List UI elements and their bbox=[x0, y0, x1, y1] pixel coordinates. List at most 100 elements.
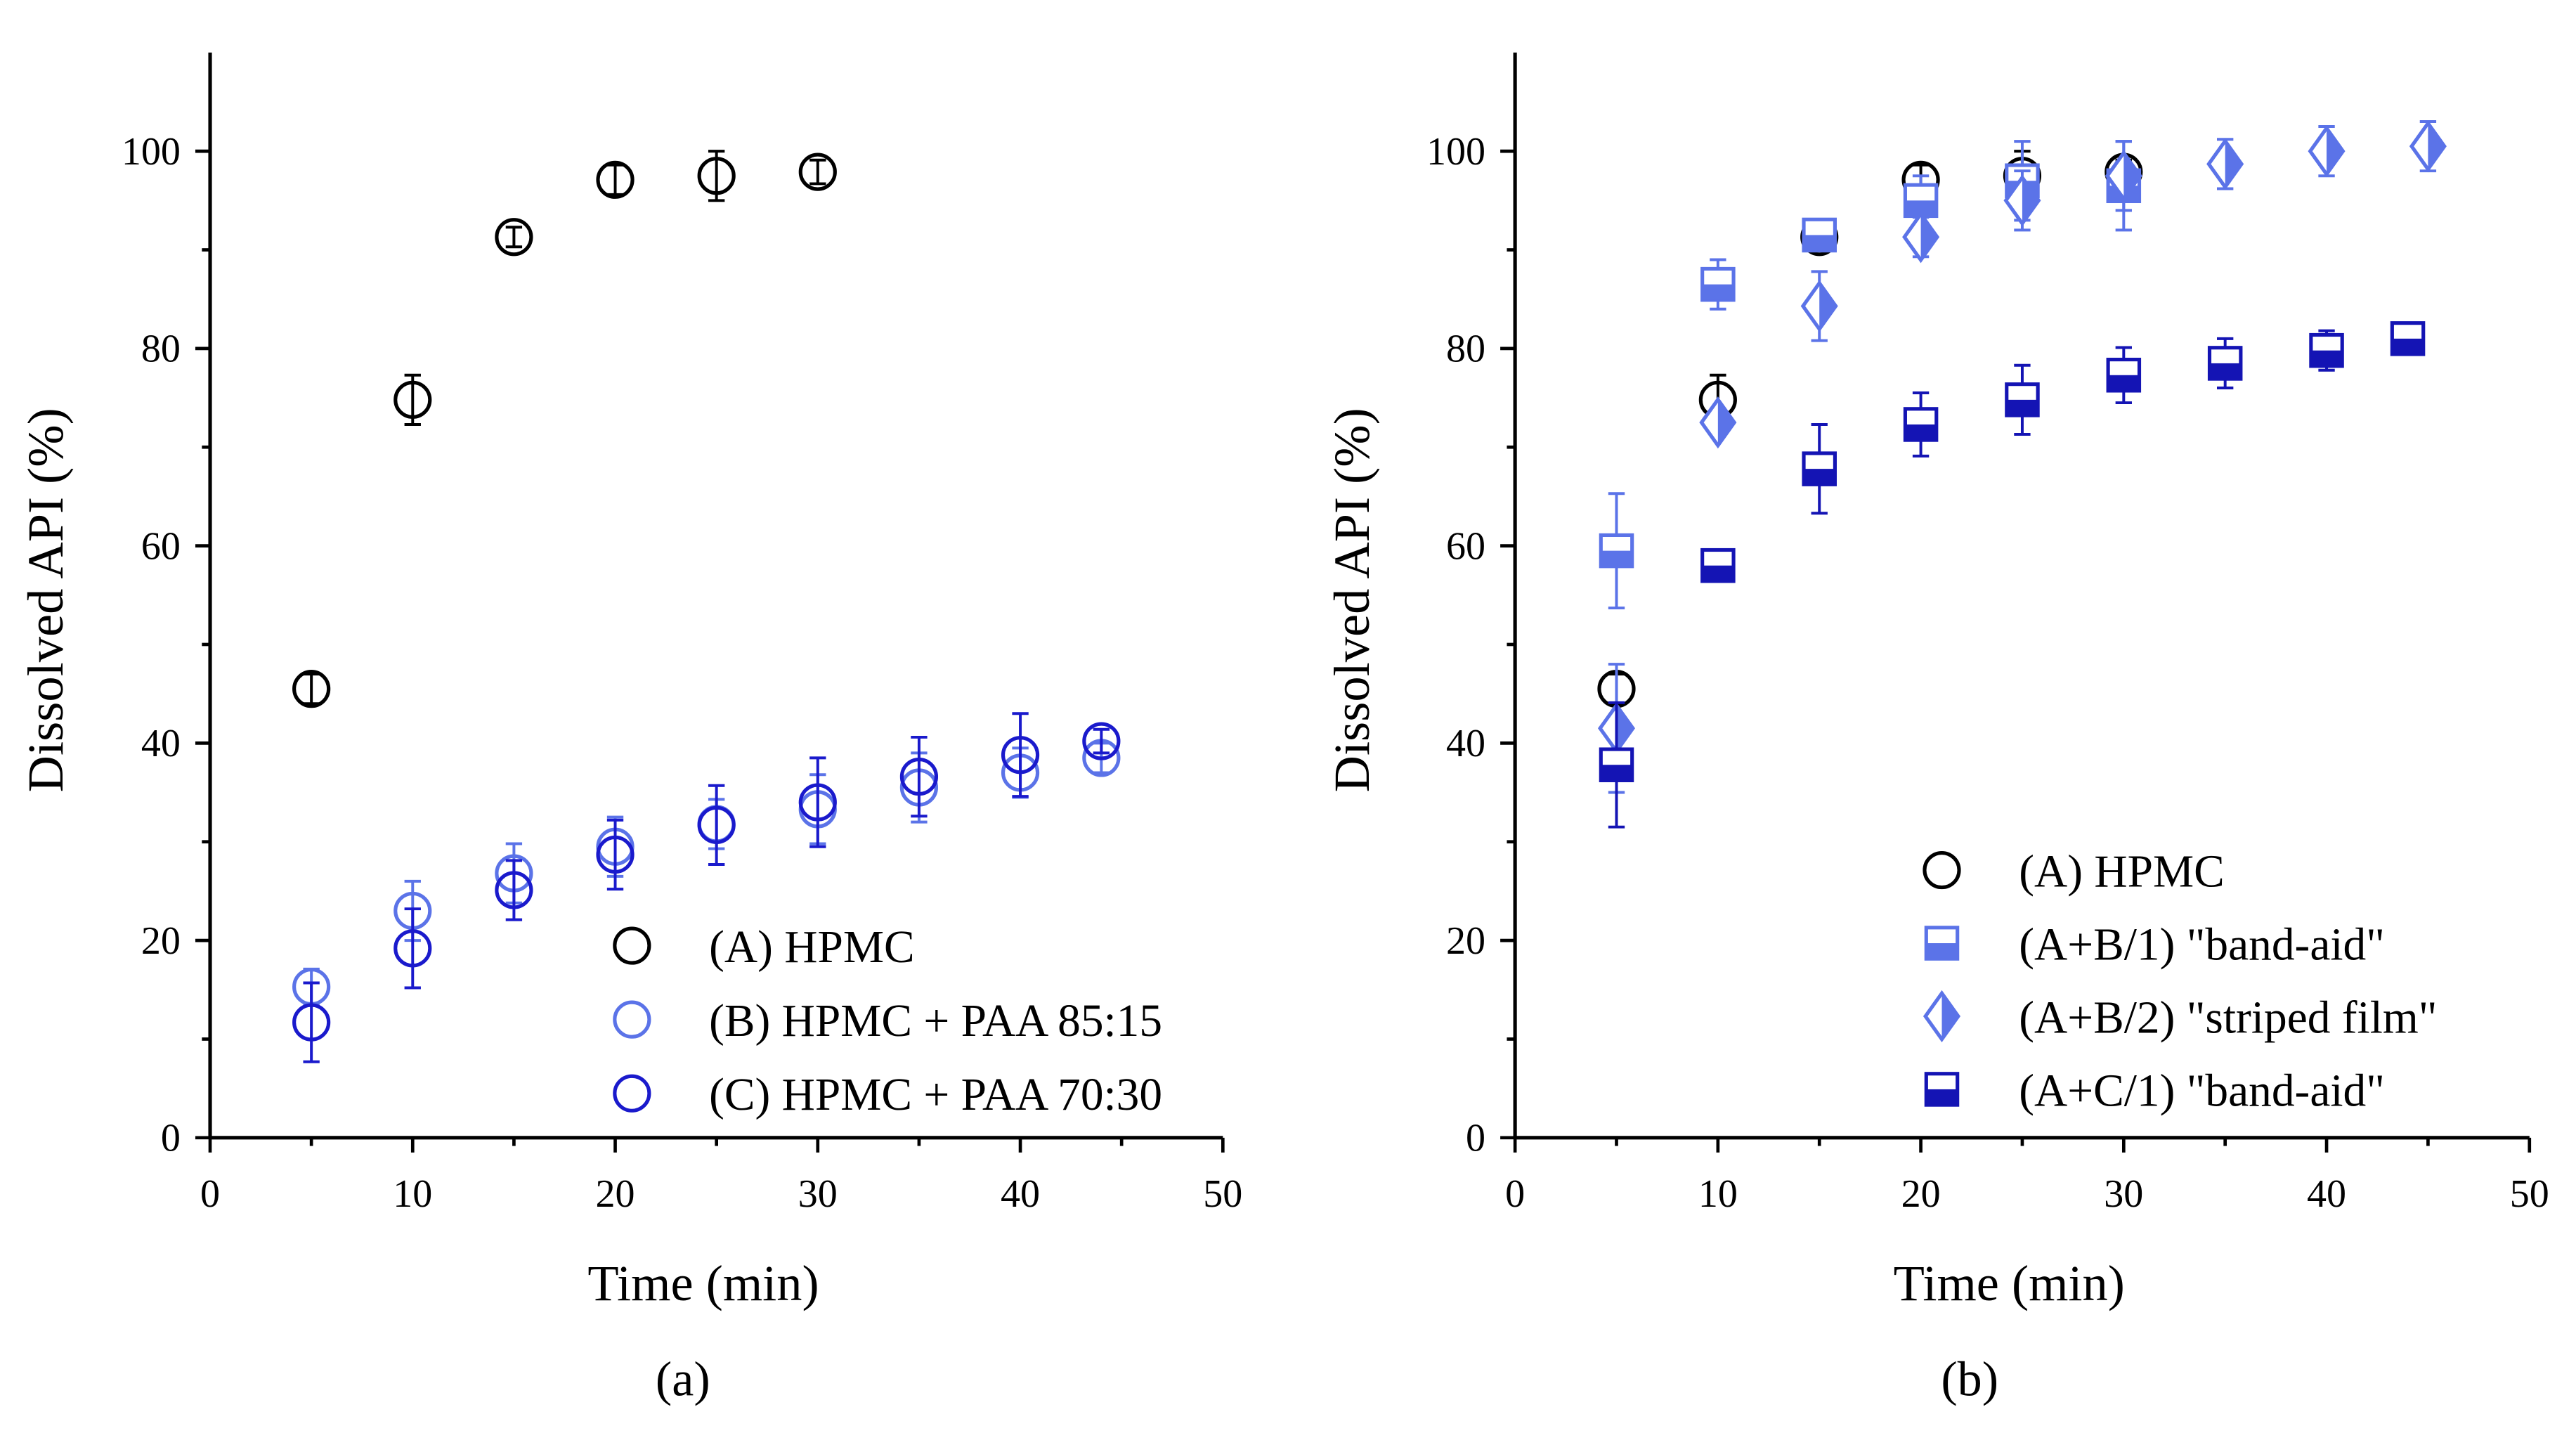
x-axis-label: Time (min) bbox=[587, 1255, 819, 1311]
data-point bbox=[2106, 358, 2142, 393]
legend-label: (A+C/1) "band-aid" bbox=[2019, 1065, 2385, 1116]
error-bar bbox=[606, 818, 624, 891]
legend: (A) HPMC (A+B/1) "band-aid" (A+B/2) "strip… bbox=[1923, 846, 2437, 1116]
x-tick-label: 50 bbox=[1203, 1172, 1242, 1216]
data-point bbox=[1599, 747, 1634, 783]
x-tick-label: 50 bbox=[2510, 1172, 2549, 1216]
legend-label: (A) HPMC bbox=[2019, 846, 2224, 897]
data-point bbox=[2309, 332, 2344, 368]
data-point bbox=[1902, 211, 1940, 264]
x-tick-label: 20 bbox=[596, 1172, 635, 1216]
panel-label: (b) bbox=[1941, 1353, 1998, 1407]
error-bar bbox=[809, 756, 826, 848]
x-tick-label: 20 bbox=[1901, 1172, 1941, 1216]
legend: (A) HPMC (B) HPMC + PAA 85:15 (C) HPMC + P… bbox=[613, 922, 1162, 1120]
error-bar bbox=[809, 158, 826, 186]
y-tick-label: 40 bbox=[141, 722, 181, 765]
data-point bbox=[292, 670, 331, 708]
data-point bbox=[798, 783, 837, 822]
x-tick-label: 30 bbox=[798, 1172, 838, 1216]
data-point bbox=[2207, 346, 2243, 381]
x-tick-label: 10 bbox=[1698, 1172, 1738, 1216]
data-point bbox=[2003, 174, 2041, 227]
x-tick-label: 40 bbox=[1001, 1172, 1040, 1216]
data-point bbox=[2206, 138, 2244, 190]
error-bar bbox=[505, 226, 523, 249]
y-tick-label: 60 bbox=[1446, 524, 1485, 568]
data-point bbox=[1802, 451, 1837, 486]
data-point bbox=[596, 160, 635, 199]
x-tick-label: 10 bbox=[393, 1172, 432, 1216]
y-tick-label: 40 bbox=[1446, 722, 1485, 765]
data-point bbox=[393, 929, 432, 968]
chart-panel-b: 0 20 40 60 80 100 0 10 20 30 40 50 Time (min) Dissolv… bbox=[1323, 52, 2549, 1407]
data-point bbox=[798, 153, 837, 191]
legend-marker bbox=[613, 926, 651, 965]
legend-label: (C) HPMC + PAA 70:30 bbox=[709, 1070, 1162, 1120]
data-point bbox=[2390, 321, 2426, 356]
y-tick-label: 100 bbox=[1426, 130, 1485, 174]
data-point bbox=[1700, 547, 1736, 583]
data-point bbox=[697, 805, 736, 844]
legend-marker bbox=[1923, 990, 1961, 1043]
x-tick-label: 30 bbox=[2104, 1172, 2143, 1216]
series-3 bbox=[292, 712, 1121, 1063]
legend-marker bbox=[1924, 926, 1960, 961]
data-point bbox=[1001, 736, 1040, 774]
x-axis-label: Time (min) bbox=[1894, 1255, 2125, 1311]
error-bar bbox=[606, 163, 624, 196]
series-1 bbox=[1597, 150, 2143, 708]
data-point bbox=[495, 218, 533, 257]
legend-marker bbox=[1924, 1072, 1960, 1107]
data-point bbox=[495, 871, 533, 909]
data-point bbox=[2308, 124, 2346, 178]
series-1 bbox=[292, 150, 837, 708]
data-point bbox=[292, 1003, 331, 1042]
x-tick-label: 0 bbox=[1505, 1172, 1525, 1216]
y-tick-label: 60 bbox=[141, 524, 181, 568]
error-bar bbox=[911, 735, 928, 818]
series-4 bbox=[1599, 321, 2426, 829]
y-axis-label: Dissolved API (%) bbox=[17, 408, 74, 792]
legend-marker bbox=[1923, 850, 1961, 890]
y-tick-label: 0 bbox=[1466, 1117, 1485, 1160]
y-tick-label: 20 bbox=[1446, 919, 1485, 963]
error-bar bbox=[505, 859, 523, 921]
data-point bbox=[393, 380, 432, 419]
error-bar bbox=[303, 981, 320, 1063]
legend-label: (B) HPMC + PAA 85:15 bbox=[709, 996, 1162, 1046]
data-point bbox=[1903, 407, 1939, 442]
data-point bbox=[697, 157, 736, 195]
error-bar bbox=[708, 784, 725, 867]
y-tick-label: 80 bbox=[141, 328, 181, 371]
legend-marker bbox=[613, 1074, 651, 1113]
data-point bbox=[1082, 722, 1121, 760]
data-point bbox=[1802, 217, 1837, 253]
x-tick-label: 40 bbox=[2307, 1172, 2346, 1216]
data-point bbox=[2005, 382, 2040, 417]
y-tick-label: 80 bbox=[1446, 328, 1485, 371]
y-tick-label: 20 bbox=[141, 919, 181, 963]
legend-label: (A+B/2) "striped film" bbox=[2019, 992, 2437, 1043]
data-point bbox=[1800, 280, 1838, 332]
error-bar bbox=[1012, 712, 1029, 798]
y-axis-label: Dissolved API (%) bbox=[1323, 408, 1380, 792]
data-point bbox=[1903, 183, 1939, 219]
series-2 bbox=[1599, 140, 2142, 610]
error-bar bbox=[1093, 727, 1110, 755]
legend-label: (A+B/1) "band-aid" bbox=[2019, 919, 2385, 970]
chart-panel-a: 0 20 40 60 80 100 0 10 20 30 40 50 Time (min) Dissolv… bbox=[17, 52, 1242, 1407]
data-point bbox=[1699, 396, 1737, 449]
y-tick-label: 100 bbox=[122, 130, 181, 174]
data-point bbox=[899, 757, 939, 796]
data-point bbox=[1599, 533, 1634, 569]
legend-label: (A) HPMC bbox=[709, 922, 914, 973]
y-tick-label: 0 bbox=[161, 1117, 181, 1160]
data-point bbox=[2409, 119, 2447, 173]
legend-marker bbox=[613, 1000, 651, 1039]
x-tick-label: 0 bbox=[200, 1172, 220, 1216]
error-bar bbox=[303, 673, 320, 706]
series-3 bbox=[1597, 119, 2447, 794]
panel-label: (a) bbox=[656, 1353, 710, 1407]
